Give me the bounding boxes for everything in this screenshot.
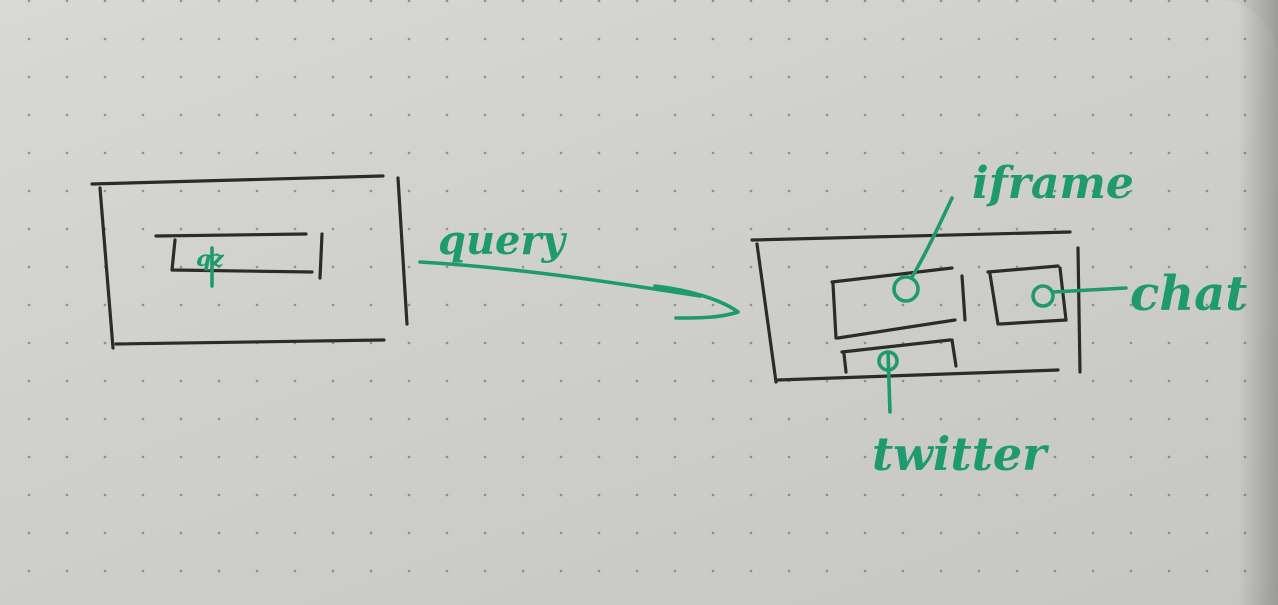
twitter-label: twitter xyxy=(872,427,1050,481)
chat-panel xyxy=(986,264,1128,326)
arrow-label: query xyxy=(438,217,568,264)
search-box-text: qz xyxy=(196,246,224,272)
results-page-frame xyxy=(750,230,1082,384)
iframe-panel xyxy=(830,196,967,340)
search-input-box xyxy=(154,232,324,288)
chat-label: chat xyxy=(1130,266,1247,322)
twitter-panel xyxy=(840,338,958,414)
iframe-label: iframe xyxy=(972,158,1134,209)
page-edge-shadow xyxy=(1238,0,1278,605)
search-page-frame xyxy=(90,174,409,350)
query-arrow xyxy=(418,260,740,320)
